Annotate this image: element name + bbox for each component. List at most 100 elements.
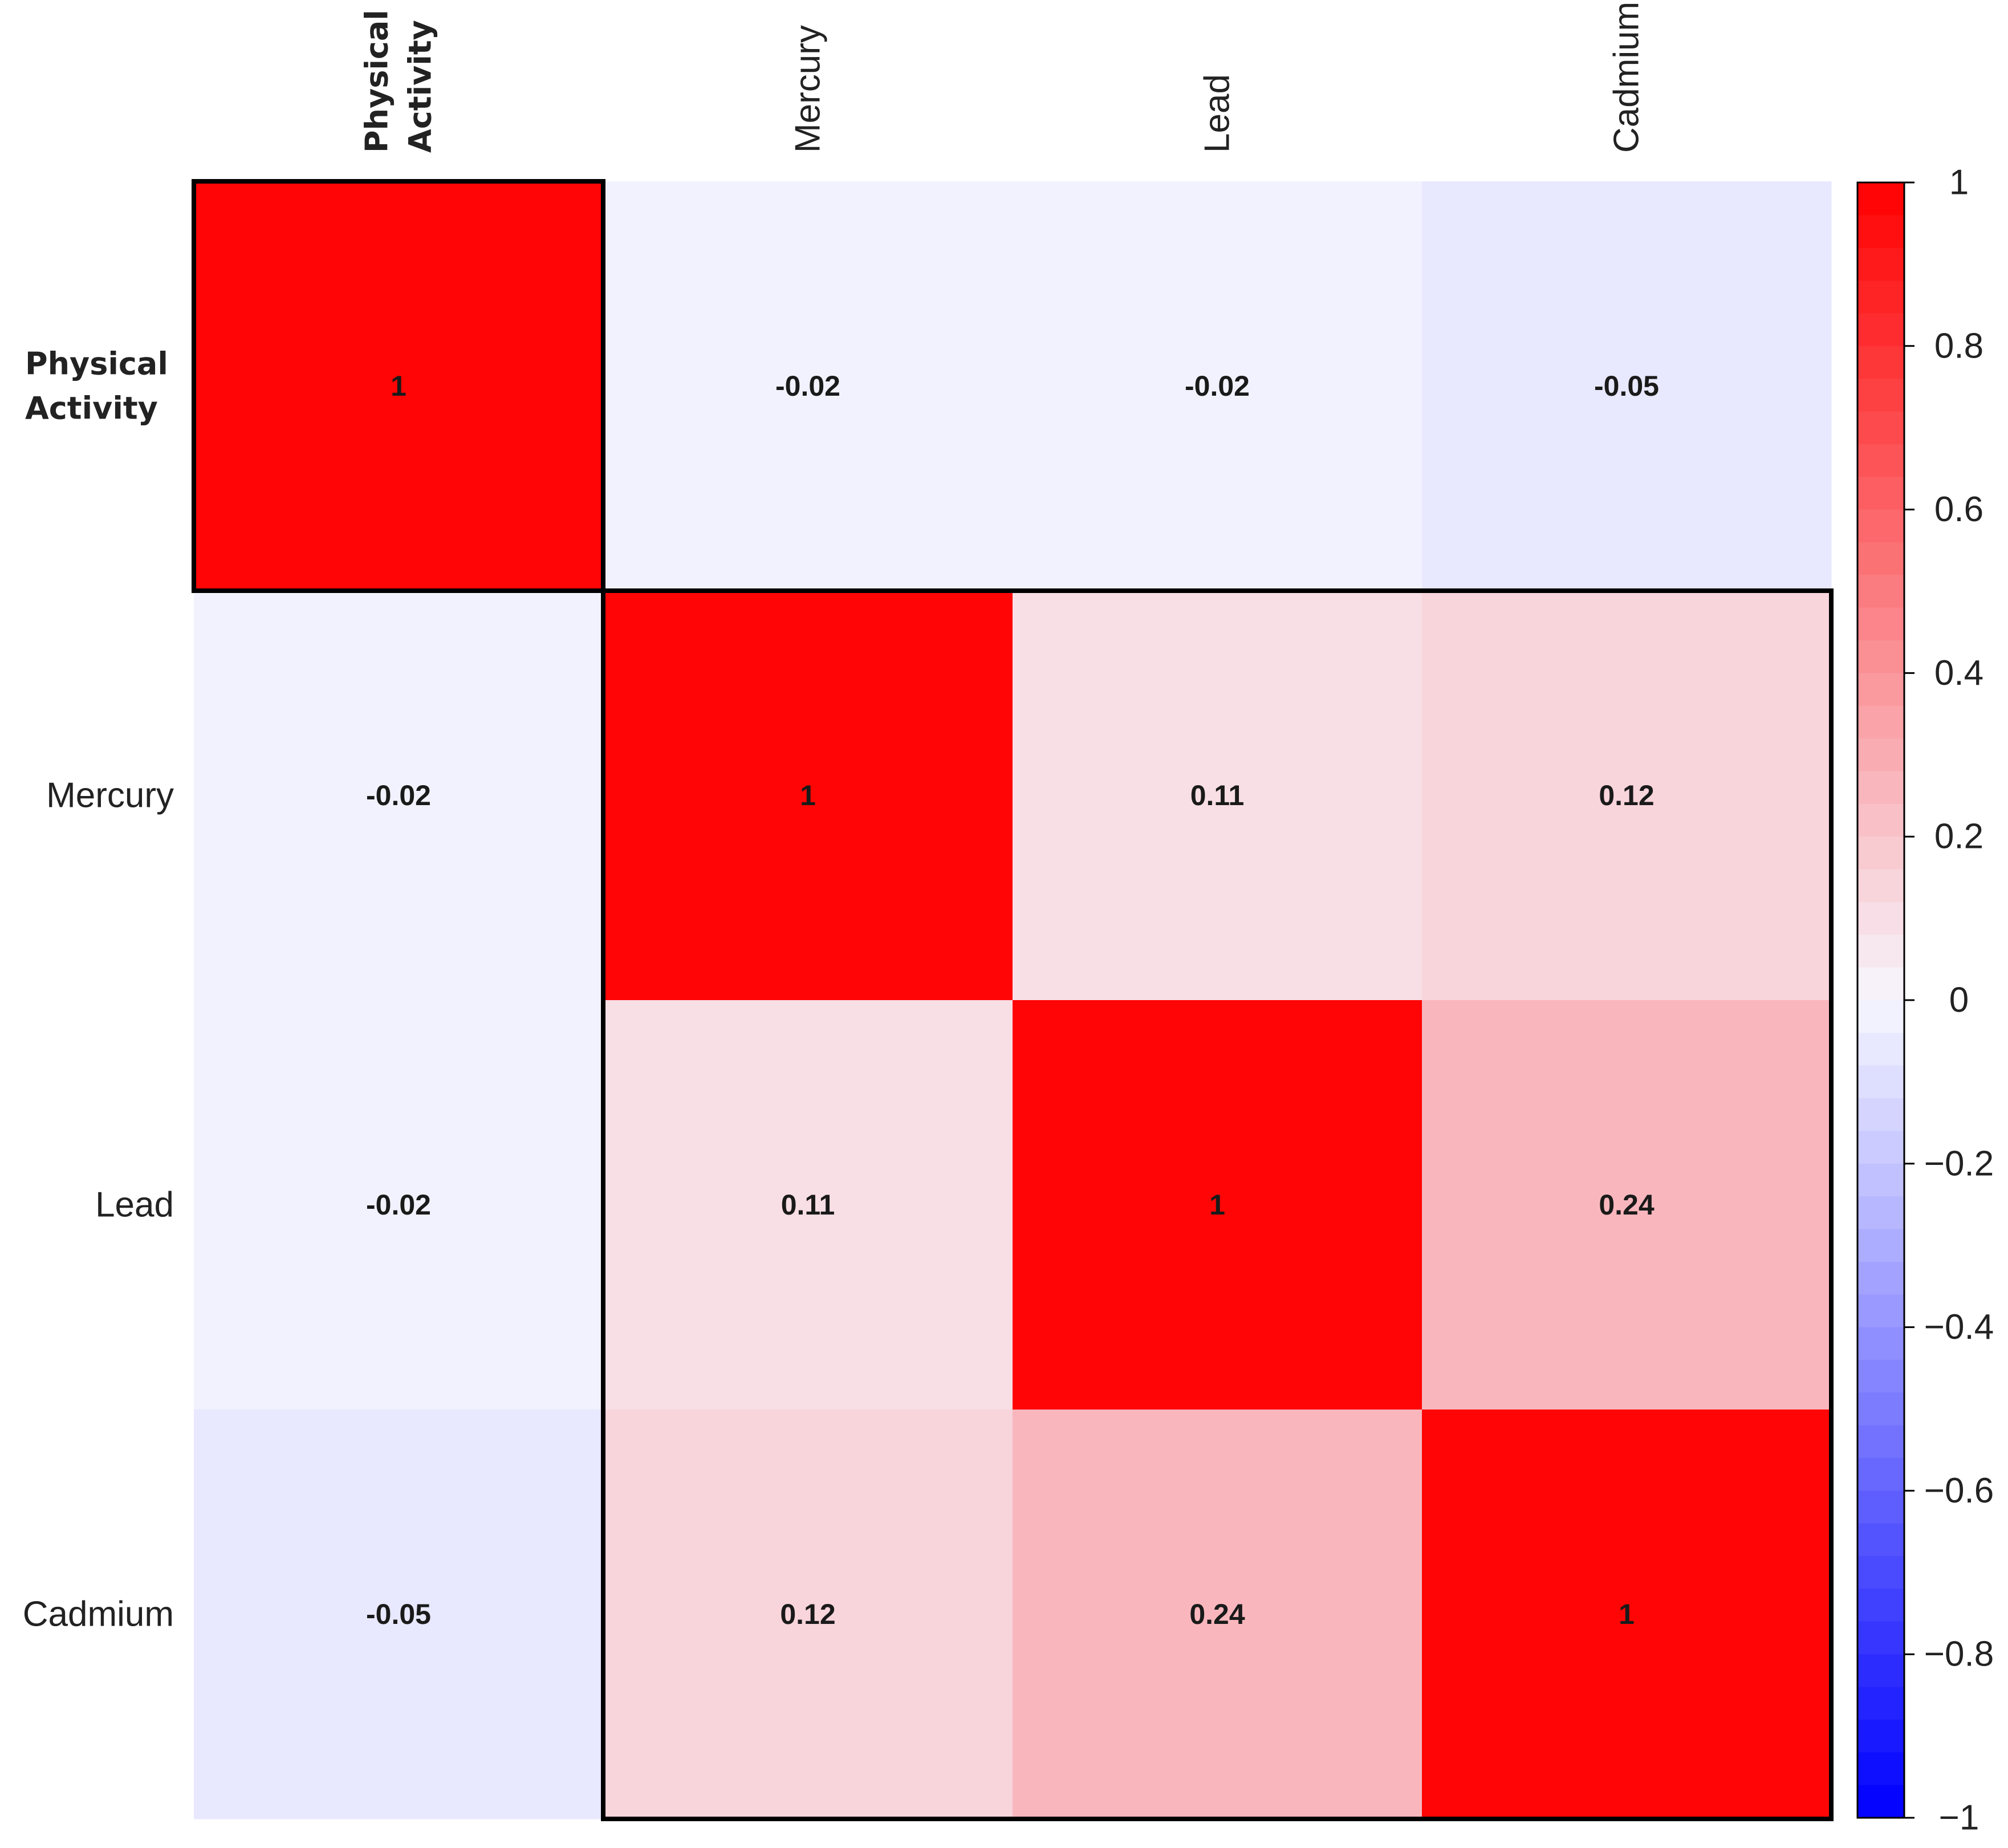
- colorbar-segment-21: [1857, 869, 1904, 903]
- colorbar-segment-8: [1857, 444, 1904, 477]
- row-label-3-line-0: Cadmium: [23, 1595, 174, 1634]
- heatmap-cell-r2-c1: [603, 1000, 1013, 1410]
- colorbar-segment-13: [1857, 607, 1904, 641]
- colorbar-segment-32: [1857, 1229, 1904, 1262]
- cell-value-r0-c2: -0.02: [1185, 370, 1250, 402]
- row-label-0-line-1: Activity: [25, 391, 158, 427]
- row-label-0-line-0: Physical: [25, 346, 168, 382]
- heatmap-cell-r0-c2: [1013, 181, 1422, 591]
- cell-value-r3-c2: 0.24: [1189, 1598, 1245, 1630]
- colorbar-segment-23: [1857, 935, 1904, 968]
- colorbar-segment-28: [1857, 1098, 1904, 1132]
- column-label-0-line-0: Physical: [359, 10, 395, 153]
- cell-value-r0-c1: -0.02: [775, 370, 840, 402]
- heatmap-cell-r2-c0: [194, 1000, 604, 1410]
- heatmap-cells: [194, 181, 1832, 1819]
- row-label-1-line-0: Mercury: [46, 776, 174, 815]
- colorbar-segment-40: [1857, 1490, 1904, 1524]
- column-labels: Physical Activity Mercury Lead Cadmium: [359, 2, 1647, 153]
- row-labels: Physical Activity Mercury Lead Cadmium: [23, 346, 174, 1634]
- colorbar-tick-label-7: −0.4: [1924, 1307, 1994, 1347]
- colorbar-segment-39: [1857, 1458, 1904, 1491]
- colorbar-segment-10: [1857, 509, 1904, 543]
- colorbar-segment-37: [1857, 1392, 1904, 1426]
- colorbar-segment-49: [1857, 1785, 1904, 1818]
- cell-value-r3-c0: -0.05: [366, 1598, 431, 1630]
- column-label-2-line-0: Lead: [1198, 74, 1237, 153]
- colorbar-tick-label-8: −0.6: [1924, 1471, 1994, 1510]
- colorbar-segment-43: [1857, 1589, 1904, 1622]
- cell-value-r1-c1: 1: [800, 779, 816, 811]
- column-label-0-line-1: Activity: [403, 20, 438, 153]
- cell-value-r0-c3: -0.05: [1594, 370, 1659, 402]
- colorbar-segment-30: [1857, 1163, 1904, 1197]
- heatmap-cell-labels: 1 -0.02 -0.02 -0.05 -0.02 1 0.11 0.12 -0.02 0.11 1…: [366, 370, 1659, 1630]
- colorbar-segment-35: [1857, 1327, 1904, 1360]
- cell-value-r1-c3: 0.12: [1599, 779, 1654, 811]
- heatmap-cell-r1-c2: [1013, 591, 1422, 1001]
- colorbar-segment-5: [1857, 346, 1904, 379]
- cell-value-r1-c0: -0.02: [366, 779, 431, 811]
- colorbar-tick-label-4: 0.2: [1934, 817, 1983, 856]
- colorbar-segment-14: [1857, 640, 1904, 673]
- colorbar-tick-label-10: −1: [1939, 1798, 1979, 1838]
- column-label-1-line-0: Mercury: [788, 25, 828, 153]
- colorbar-segment-47: [1857, 1719, 1904, 1753]
- heatmap-cell-r1-c1: [603, 591, 1013, 1001]
- colorbar-tick-label-9: −0.8: [1924, 1635, 1994, 1674]
- colorbar-tick-label-3: 0.4: [1934, 653, 1983, 693]
- heatmap-cell-r2-c2: [1013, 1000, 1422, 1410]
- colorbar-segment-36: [1857, 1359, 1904, 1393]
- cluster-outline-0: [192, 179, 605, 593]
- cell-value-r2-c1: 0.11: [781, 1189, 835, 1221]
- colorbar-segment-19: [1857, 803, 1904, 837]
- colorbar-tick-label-1: 0.8: [1934, 326, 1983, 365]
- colorbar-tick-label-2: 0.6: [1934, 490, 1983, 529]
- colorbar-tick-label-5: 0: [1949, 981, 1969, 1020]
- cell-value-r3-c1: 0.12: [780, 1598, 835, 1630]
- colorbar-segment-12: [1857, 575, 1904, 608]
- cluster-outline-1: [601, 588, 1834, 1821]
- colorbar-segment-41: [1857, 1523, 1904, 1557]
- cell-value-r0-c0: 1: [391, 370, 407, 402]
- colorbar-segment-42: [1857, 1556, 1904, 1590]
- colorbar: 1 0.8 0.6 0.4 0.2 0 −0.2 −0.4 −0.6 −0.8 −1: [1856, 163, 1994, 1838]
- colorbar-segment-46: [1857, 1687, 1904, 1720]
- cluster-outlines: [192, 179, 1834, 1821]
- cell-value-r1-c2: 0.11: [1190, 779, 1245, 811]
- cell-value-r2-c0: -0.02: [366, 1189, 431, 1221]
- colorbar-segment-33: [1857, 1261, 1904, 1295]
- colorbar-segment-11: [1857, 542, 1904, 575]
- colorbar-segment-6: [1857, 379, 1904, 412]
- heatmap-cell-r0-c3: [1422, 181, 1832, 591]
- colorbar-segment-1: [1857, 215, 1904, 249]
- heatmap-cell-r1-c3: [1422, 591, 1832, 1001]
- colorbar-segment-18: [1857, 771, 1904, 805]
- heatmap-cell-r3-c1: [603, 1410, 1013, 1819]
- colorbar-segment-34: [1857, 1294, 1904, 1328]
- heatmap-cell-r3-c3: [1422, 1410, 1832, 1819]
- heatmap-cell-r0-c0: [194, 181, 604, 591]
- colorbar-segment-29: [1857, 1131, 1904, 1164]
- colorbar-tick-label-0: 1: [1949, 163, 1969, 202]
- colorbar-segment-3: [1857, 281, 1904, 314]
- colorbar-segment-38: [1857, 1425, 1904, 1459]
- heatmap-cell-r0-c1: [603, 181, 1013, 591]
- heatmap-cell-r3-c2: [1013, 1410, 1422, 1819]
- column-label-3-line-0: Cadmium: [1607, 2, 1647, 153]
- cell-value-r2-c2: 1: [1209, 1189, 1225, 1221]
- colorbar-segment-7: [1857, 411, 1904, 445]
- colorbar-segment-22: [1857, 901, 1904, 935]
- colorbar-segment-27: [1857, 1065, 1904, 1099]
- colorbar-segment-25: [1857, 1000, 1904, 1033]
- colorbar-segment-20: [1857, 836, 1904, 870]
- colorbar-segment-24: [1857, 967, 1904, 1001]
- colorbar-segment-45: [1857, 1654, 1904, 1688]
- colorbar-segment-2: [1857, 247, 1904, 281]
- cell-value-r3-c3: 1: [1619, 1598, 1635, 1630]
- colorbar-segment-17: [1857, 738, 1904, 772]
- row-label-2-line-0: Lead: [95, 1185, 174, 1225]
- colorbar-segment-9: [1857, 477, 1904, 510]
- colorbar-tick-label-6: −0.2: [1924, 1144, 1994, 1183]
